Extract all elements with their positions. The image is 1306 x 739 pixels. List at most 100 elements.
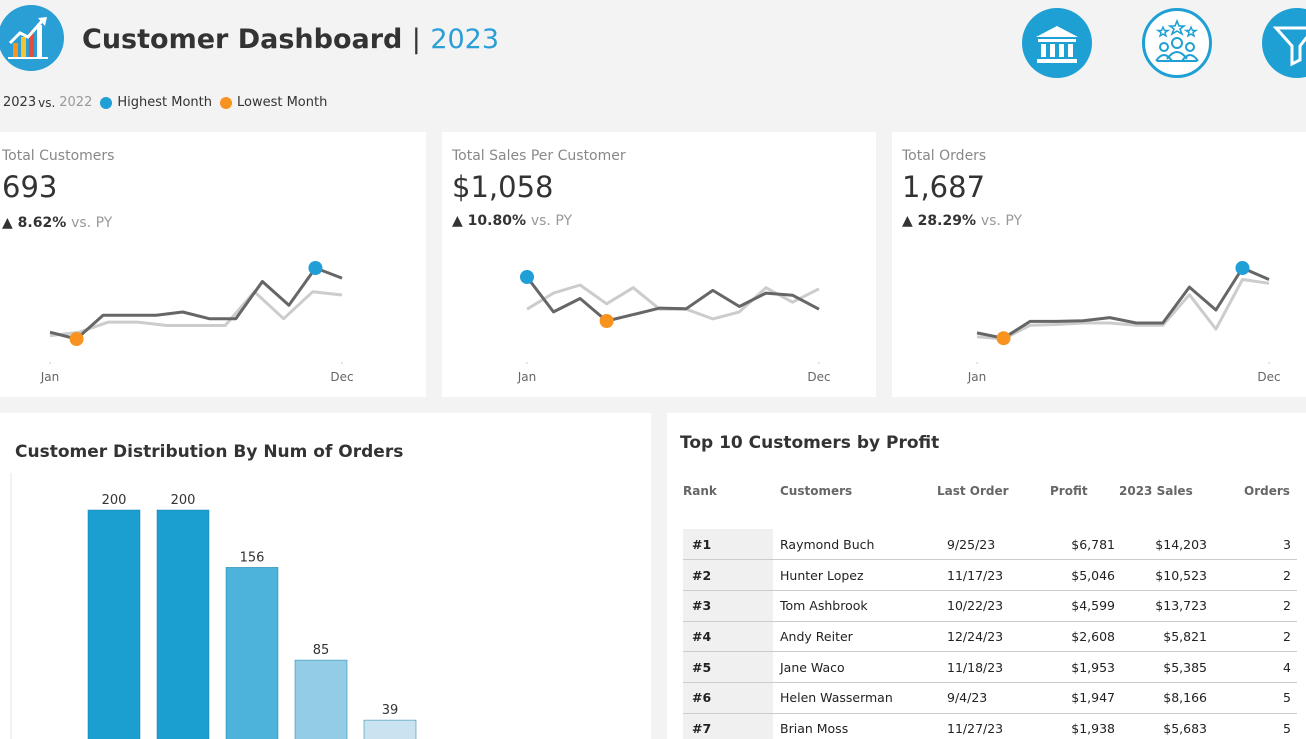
sales-cell: $5,821 (1117, 621, 1209, 653)
sparkline-orders: Jan Dec (967, 261, 1281, 384)
sales-cell: $13,723 (1117, 590, 1209, 622)
col-rank[interactable]: Rank (683, 484, 717, 498)
kpi-vs-label: vs. PY (71, 215, 113, 231)
current-year-line (525, 276, 820, 323)
sales-cell: $10,523 (1117, 559, 1209, 591)
bar[interactable] (363, 719, 417, 739)
bar[interactable] (87, 509, 141, 739)
distribution-panel: Customer Distribution By Num of Orders 2… (0, 413, 651, 739)
col-profit[interactable]: Profit (1050, 484, 1088, 498)
lowest-month-marker[interactable] (599, 314, 614, 328)
profit-cell: $4,599 (1030, 590, 1117, 622)
lowest-dot-icon (219, 96, 232, 109)
profit-cell: $5,046 (1030, 559, 1117, 591)
customer-cell: Helen Wasserman (773, 682, 930, 714)
highest-month-marker[interactable] (308, 261, 323, 275)
kpi-value: 1,687 (902, 170, 986, 204)
rank-cell: #6 (683, 682, 773, 714)
kpi-card-orders: Total Orders 1,687 ▲ 28.29% vs. PY Jan De… (892, 132, 1306, 397)
x-axis-end-label: Dec (807, 370, 830, 384)
customer-cell: Andy Reiter (773, 621, 930, 653)
lowest-month-marker[interactable] (996, 331, 1011, 346)
current-year-line (49, 266, 343, 341)
orders-cell: 5 (1209, 713, 1297, 739)
orders-cell: 3 (1209, 529, 1297, 561)
kpi-card-sales-per-customer: Total Sales Per Customer $1,058 ▲ 10.80%… (442, 132, 876, 397)
table-row[interactable]: #3 Tom Ashbrook 10/22/23 $4,599 $13,723 2 (683, 590, 1297, 622)
last-order-cell: 10/22/23 (930, 590, 1030, 622)
profit-cell: $2,608 (1030, 621, 1117, 653)
title-text: Customer Dashboard (82, 24, 403, 55)
top10-title: Top 10 Customers by Profit (680, 433, 940, 453)
profit-cell: $1,947 (1030, 682, 1117, 714)
page-title: Customer Dashboard | 2023 (82, 24, 499, 55)
dashboard-logo (0, 5, 64, 71)
bar[interactable] (225, 567, 279, 739)
bank-icon[interactable] (1022, 8, 1092, 78)
profit-cell: $1,953 (1030, 651, 1117, 683)
kpi-value: $1,058 (452, 170, 554, 204)
table-row[interactable]: #6 Helen Wasserman 9/4/23 $1,947 $8,166 5 (683, 682, 1297, 714)
top10-panel: Top 10 Customers by Profit Rank Customer… (667, 413, 1306, 739)
bar[interactable] (156, 509, 210, 739)
legend-lowest-label: Lowest Month (236, 95, 328, 110)
kpi-change-value: 8.62% (17, 215, 67, 231)
bar[interactable] (294, 659, 348, 739)
up-arrow-icon: ▲ (902, 213, 913, 229)
last-order-cell: 9/25/23 (930, 529, 1030, 561)
sales-cell: $5,385 (1117, 651, 1209, 683)
table-row[interactable]: #1 Raymond Buch 9/25/23 $6,781 $14,203 3 (683, 529, 1297, 561)
title-separator: | (411, 24, 421, 55)
rank-cell: #5 (683, 651, 773, 683)
col-2023-sales[interactable]: 2023 Sales (1119, 484, 1193, 498)
lowest-month-marker[interactable] (69, 332, 84, 346)
legend-vs: vs. (38, 95, 56, 110)
last-order-cell: 11/18/23 (930, 651, 1030, 683)
kpi-label: Total Sales Per Customer (452, 148, 626, 164)
last-order-cell: 11/17/23 (930, 559, 1030, 591)
x-axis-start-label: Jan (967, 370, 987, 384)
kpi-card-customers: Total Customers 693 ▲ 8.62% vs. PY Jan De… (0, 132, 426, 397)
customer-cell: Brian Moss (773, 713, 930, 739)
bar-value-label: 200 (102, 493, 127, 508)
profit-cell: $1,938 (1030, 713, 1117, 739)
customer-cell: Hunter Lopez (773, 559, 930, 591)
distribution-bar-chart: 200 200 156 85 39 (10, 473, 417, 739)
last-order-cell: 12/24/23 (930, 621, 1030, 653)
customer-cell: Raymond Buch (773, 529, 930, 561)
col-last-order[interactable]: Last Order (937, 484, 1009, 498)
sparkline-sales-per-customer: Jan Dec (517, 270, 831, 384)
col-customers[interactable]: Customers (780, 484, 853, 498)
bar-value-label: 85 (313, 643, 330, 658)
kpi-change-value: 10.80% (467, 213, 526, 229)
kpi-label: Total Customers (2, 148, 115, 164)
customer-cell: Jane Waco (773, 651, 930, 683)
rank-cell: #3 (683, 590, 773, 622)
table-row[interactable]: #4 Andy Reiter 12/24/23 $2,608 $5,821 2 (683, 621, 1297, 653)
last-order-cell: 11/27/23 (930, 713, 1030, 739)
up-arrow-icon: ▲ (2, 215, 13, 231)
rank-cell: #2 (683, 559, 773, 591)
customers-group-icon[interactable] (1142, 8, 1212, 78)
orders-cell: 2 (1209, 621, 1297, 653)
rank-cell: #4 (683, 621, 773, 653)
kpi-change: ▲ 28.29% vs. PY (902, 213, 1022, 229)
highest-dot-icon (100, 96, 113, 109)
trend-chart-icon (8, 17, 48, 59)
highest-month-marker[interactable] (520, 270, 534, 284)
rank-cell: #1 (683, 529, 773, 561)
sparkline-customers: Jan Dec (40, 261, 354, 384)
distribution-title: Customer Distribution By Num of Orders (15, 442, 404, 462)
x-axis-end-label: Dec (330, 370, 353, 384)
table-row[interactable]: #2 Hunter Lopez 11/17/23 $5,046 $10,523 2 (683, 559, 1297, 591)
profit-cell: $6,781 (1030, 529, 1117, 561)
orders-cell: 2 (1209, 590, 1297, 622)
bar-value-label: 156 (240, 550, 265, 565)
table-row[interactable]: #5 Jane Waco 11/18/23 $1,953 $5,385 4 (683, 651, 1297, 683)
filter-icon[interactable] (1262, 8, 1306, 78)
sales-cell: $5,683 (1117, 713, 1209, 739)
highest-month-marker[interactable] (1235, 261, 1250, 275)
previous-year-line (976, 278, 1270, 341)
table-row[interactable]: #7 Brian Moss 11/27/23 $1,938 $5,683 5 (683, 713, 1297, 739)
col-orders[interactable]: Orders (1244, 484, 1290, 498)
